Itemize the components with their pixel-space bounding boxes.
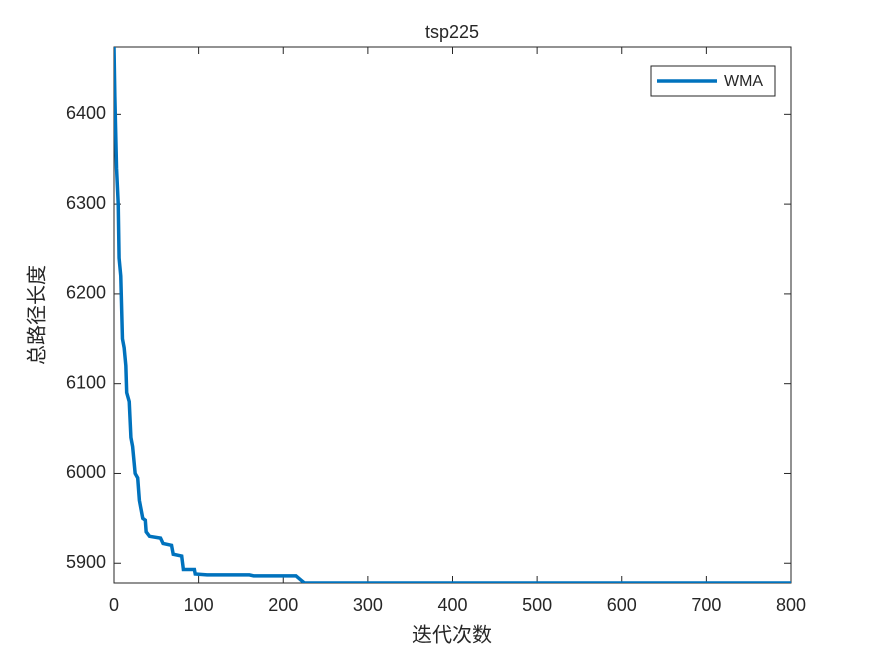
x-tick-label: 300 bbox=[353, 595, 383, 615]
y-tick-label: 6400 bbox=[66, 103, 106, 123]
x-tick-label: 100 bbox=[184, 595, 214, 615]
data-line bbox=[114, 47, 791, 583]
x-tick-label: 600 bbox=[607, 595, 637, 615]
x-tick-label: 800 bbox=[776, 595, 806, 615]
legend: WMA bbox=[650, 65, 776, 97]
legend-label: WMA bbox=[724, 73, 763, 90]
x-tick-label: 700 bbox=[691, 595, 721, 615]
x-axis-label: 迭代次数 bbox=[412, 623, 492, 647]
y-tick-label: 6300 bbox=[66, 193, 106, 213]
y-tick-label: 6100 bbox=[66, 372, 106, 392]
x-tick-label: 400 bbox=[437, 595, 467, 615]
y-tick-label: 6200 bbox=[66, 283, 106, 303]
y-axis-label: 总路径长度 bbox=[25, 265, 49, 365]
x-tick-label: 0 bbox=[109, 595, 119, 615]
y-tick-label: 5900 bbox=[66, 552, 106, 572]
x-tick-label: 500 bbox=[522, 595, 552, 615]
x-tick-label: 200 bbox=[268, 595, 298, 615]
plot-area bbox=[113, 46, 792, 584]
y-tick-label: 6000 bbox=[66, 462, 106, 482]
chart-title: tsp225 bbox=[425, 22, 479, 42]
